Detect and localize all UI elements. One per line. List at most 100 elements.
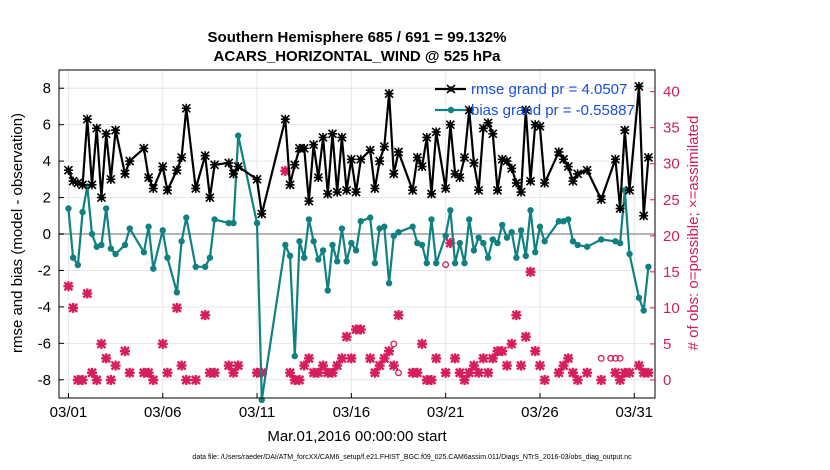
bias-point xyxy=(466,216,473,223)
rmse-point xyxy=(474,185,484,195)
assimilated-obs-marker xyxy=(374,360,385,371)
rmse-point xyxy=(92,123,102,133)
bias-point xyxy=(433,259,440,267)
bias-point xyxy=(296,238,303,245)
rmse-point xyxy=(384,89,394,99)
assimilated-obs-marker xyxy=(468,360,479,371)
rmse-point xyxy=(554,147,564,157)
assimilated-obs-marker xyxy=(157,338,168,349)
rmse-point xyxy=(455,172,465,183)
y-tick-label: 2 xyxy=(43,190,51,207)
bias-point xyxy=(574,241,581,249)
assimilated-obs-marker xyxy=(412,367,423,378)
bias-point xyxy=(343,258,350,265)
bias-point xyxy=(225,219,232,227)
y-right-tick-label: 35 xyxy=(663,120,680,137)
bias-point xyxy=(253,219,261,227)
rmse-point xyxy=(464,105,474,115)
assimilated-obs-marker xyxy=(96,338,107,349)
assimilated-obs-marker xyxy=(516,360,527,371)
assimilated-obs-marker xyxy=(582,367,593,378)
bias-point xyxy=(640,307,647,314)
x-tick-label: 03/21 xyxy=(427,404,465,421)
bias-point xyxy=(234,132,242,139)
assimilated-obs-marker xyxy=(341,331,352,342)
assimilated-obs-marker xyxy=(124,367,135,378)
x-axis-label: Mar.01,2016 00:00:00 start xyxy=(267,428,447,445)
rmse-point xyxy=(351,187,361,197)
rmse-point xyxy=(375,156,385,166)
rmse-point xyxy=(162,185,173,195)
assimilated-obs-marker xyxy=(534,360,545,371)
rmse-point xyxy=(63,165,73,175)
bias-point xyxy=(201,263,209,270)
bias-point xyxy=(503,234,511,241)
rmse-point xyxy=(337,132,347,142)
bias-point xyxy=(291,352,298,360)
rmse-point xyxy=(521,105,531,115)
chart-subtitle: ACARS_HORIZONTAL_WIND @ 525 hPa xyxy=(214,48,502,65)
rmse-point xyxy=(205,192,215,203)
assimilated-obs-marker xyxy=(473,367,484,378)
possible-obs-marker xyxy=(442,261,450,269)
bias-point xyxy=(621,187,629,194)
assimilated-obs-marker xyxy=(511,310,522,321)
assimilated-obs-marker xyxy=(143,367,154,378)
assimilated-obs-marker xyxy=(384,346,395,357)
bias-point xyxy=(598,236,605,243)
y-tick-label: -8 xyxy=(38,372,51,389)
assimilated-obs-marker xyxy=(454,367,465,378)
bias-point xyxy=(348,239,355,247)
bias-point xyxy=(282,241,289,249)
bias-point xyxy=(456,239,463,247)
rmse-point xyxy=(82,114,92,124)
assimilated-obs-marker xyxy=(558,360,569,371)
bias-point xyxy=(65,205,72,212)
rmse-point xyxy=(313,172,323,183)
possible-obs-marker xyxy=(390,340,398,348)
bias-point xyxy=(522,252,530,260)
rmse-point xyxy=(507,163,517,173)
rmse-point xyxy=(139,143,149,153)
rmse-point xyxy=(568,176,578,186)
assimilated-obs-marker xyxy=(162,367,173,378)
obs-count-marks xyxy=(63,165,654,385)
possible-obs-marker xyxy=(395,369,402,377)
assimilated-obs-marker xyxy=(365,353,376,364)
bias-point xyxy=(107,245,115,252)
bias-point xyxy=(69,254,77,261)
rmse-point xyxy=(450,169,460,179)
rmse-point xyxy=(488,129,498,139)
bias-point xyxy=(300,254,308,261)
assimilated-obs-marker xyxy=(120,346,131,357)
possible-obs-marker xyxy=(616,354,624,362)
rmse-point xyxy=(535,121,545,132)
assimilated-obs-marker xyxy=(355,324,366,335)
rmse-point xyxy=(412,152,422,163)
bias-point xyxy=(635,294,643,301)
bias-point xyxy=(121,241,129,249)
assimilated-obs-marker xyxy=(615,374,626,385)
bias-point xyxy=(423,259,430,267)
rmse-point xyxy=(177,152,187,163)
assimilated-obs-marker xyxy=(393,310,404,321)
rmse-point xyxy=(290,160,300,170)
assimilated-obs-marker xyxy=(596,374,607,385)
assimilated-obs-marker xyxy=(506,338,517,349)
assimilated-obs-marker xyxy=(624,367,635,378)
x-tick-label: 03/26 xyxy=(521,404,559,421)
bias-point xyxy=(555,218,563,225)
assimilated-obs-marker xyxy=(450,353,461,364)
assimilated-obs-marker xyxy=(553,367,564,378)
rmse-point xyxy=(210,160,220,170)
bias-legend-marker xyxy=(447,106,455,114)
bias-series xyxy=(65,132,652,404)
bias-point xyxy=(230,219,237,227)
bias-point xyxy=(527,207,534,214)
assimilated-obs-marker xyxy=(82,288,93,299)
possible-obs-marker xyxy=(597,354,605,362)
rmse-point xyxy=(346,154,356,164)
bias-point xyxy=(319,247,327,254)
assimilated-obs-marker xyxy=(388,360,399,371)
assimilated-obs-marker xyxy=(525,266,536,277)
